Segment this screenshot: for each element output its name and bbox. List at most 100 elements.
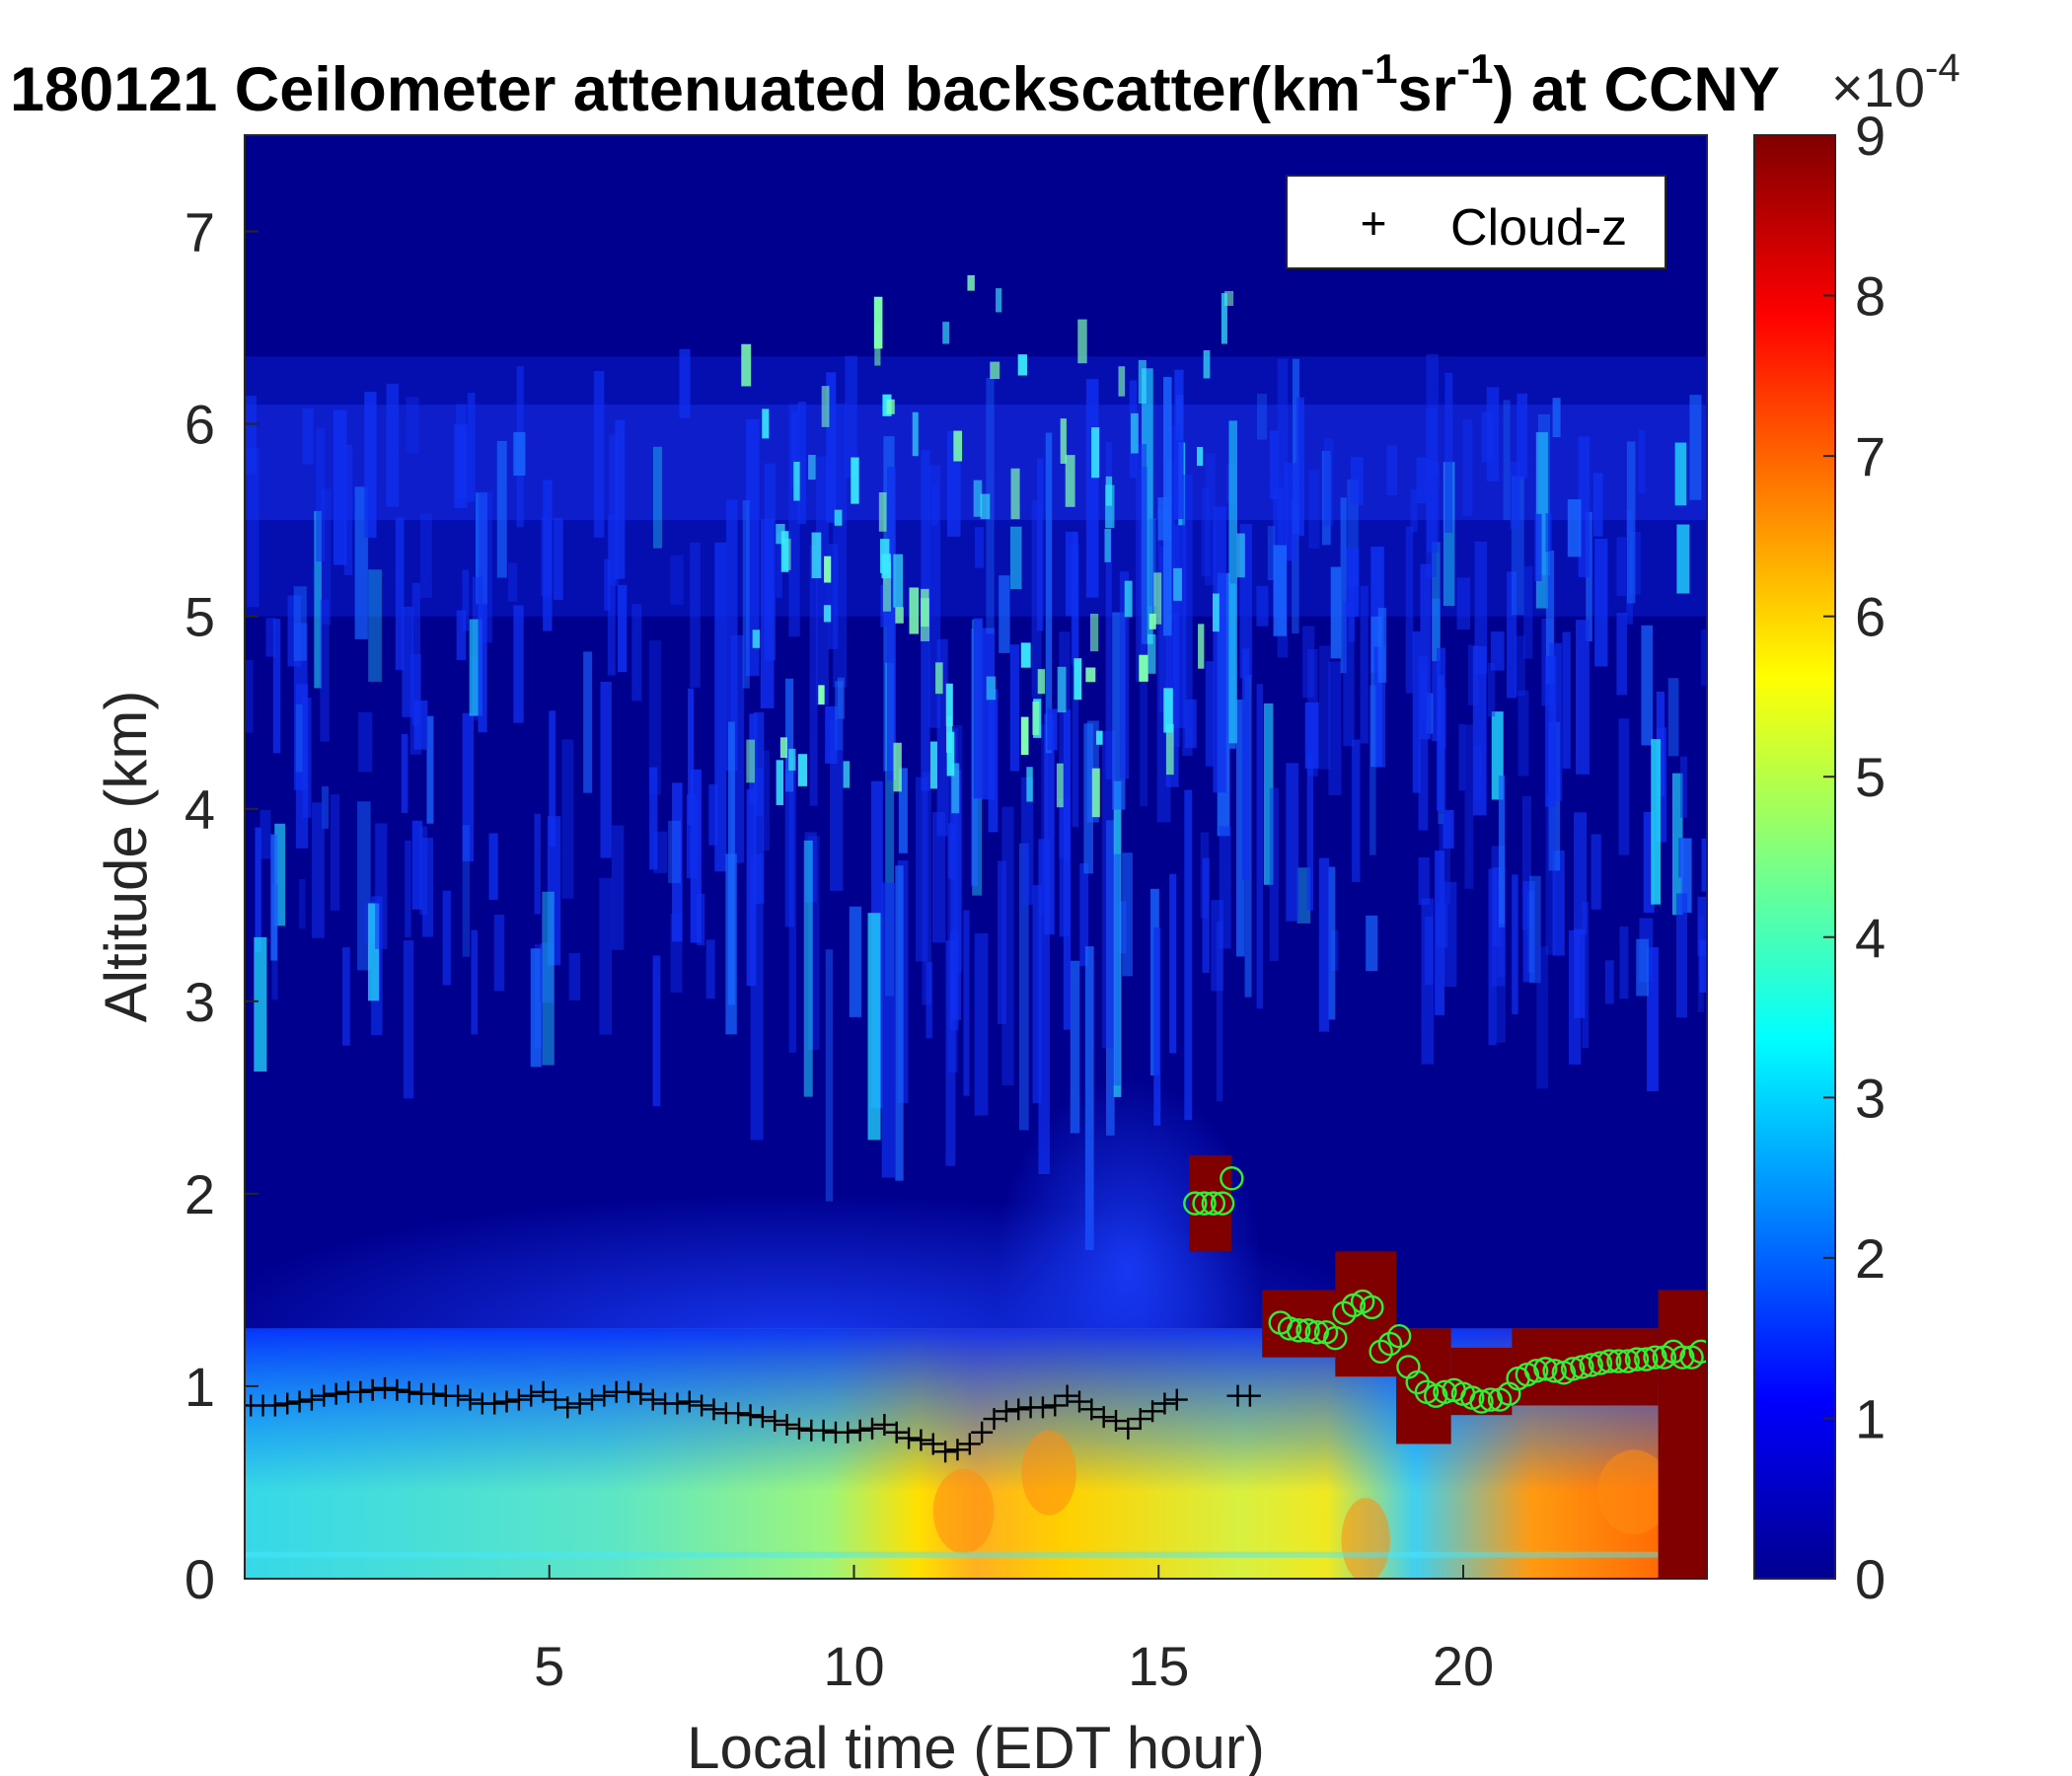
backscatter-streak <box>1140 467 1147 806</box>
backscatter-streak <box>826 372 837 523</box>
backscatter-streak <box>467 393 476 502</box>
backscatter-streak <box>1318 645 1331 770</box>
title-superscript-2: -1 <box>1456 45 1493 92</box>
cloud-base-circle-marker <box>1643 1345 1667 1369</box>
colorbar-tick-label: 1 <box>1855 1387 1886 1449</box>
cloud-z-marker <box>422 1382 445 1405</box>
backscatter-streak <box>604 558 611 611</box>
backscatter-streak <box>1308 469 1320 549</box>
backscatter-streak <box>1517 393 1528 479</box>
backscatter-streak <box>652 955 661 1107</box>
backscatter-streak <box>255 827 261 953</box>
backscatter-streak <box>1426 407 1438 577</box>
cloud-z-marker <box>1105 1410 1128 1433</box>
colorbar-tick-label: 3 <box>1855 1067 1886 1129</box>
backscatter-streak <box>1552 850 1565 956</box>
cloud-base-circle-marker <box>1670 1345 1695 1369</box>
backscatter-streak <box>1420 563 1432 740</box>
backscatter-streak <box>725 853 737 1035</box>
cloud-z-marker <box>812 1419 835 1442</box>
y-tick-label: 1 <box>185 1356 215 1418</box>
backscatter-streak <box>1083 723 1093 874</box>
cloud-z-marker <box>727 1402 750 1425</box>
backscatter-streak <box>1343 601 1355 747</box>
chart-title: 180121 Ceilometer attenuated backscatter… <box>10 45 1780 124</box>
backscatter-streak <box>1235 699 1245 957</box>
cloud-z-marker <box>885 1421 908 1443</box>
backscatter-streak <box>1205 661 1215 767</box>
cloud-base-circle-marker <box>1386 1324 1412 1349</box>
backscatter-streak <box>513 605 524 723</box>
backscatter-speckle <box>1060 418 1067 464</box>
backscatter-streak <box>947 728 958 1073</box>
x-tick-label: 5 <box>534 1635 564 1697</box>
cloud-z-marker <box>263 1394 286 1417</box>
cloud-z-marker <box>544 1388 566 1411</box>
backscatter-streak <box>456 610 467 660</box>
backscatter-speckle <box>1020 716 1029 756</box>
backscatter-speckle <box>945 683 953 727</box>
cloud-z-marker <box>1153 1392 1176 1415</box>
backscatter-streak <box>705 939 715 999</box>
surface-hotspot <box>1341 1498 1390 1579</box>
backscatter-streak <box>1163 377 1172 636</box>
backscatter-streak <box>386 383 400 507</box>
backscatter-streak <box>1318 857 1330 1032</box>
y-axis: 0 1 2 3 4 5 6 7 <box>185 201 259 1610</box>
backscatter-streak <box>1616 537 1627 596</box>
backscatter-streak <box>1405 526 1414 694</box>
backscatter-streak <box>670 555 684 606</box>
colorbar-tick-label: 6 <box>1855 586 1886 648</box>
backscatter-streak <box>1523 565 1533 659</box>
cloud-z-marker <box>398 1380 420 1403</box>
cloud-base-circle-marker <box>1478 1387 1503 1412</box>
backscatter-streak <box>343 444 353 575</box>
backscatter-streak <box>1458 723 1465 791</box>
backscatter-streak <box>1680 838 1692 913</box>
y-tick-label: 0 <box>185 1548 215 1610</box>
cloud-z-marker <box>325 1382 347 1405</box>
backscatter-streak <box>1350 457 1364 505</box>
colorbar-ticks: 0 1 2 3 4 5 6 7 8 9 <box>1823 105 1886 1610</box>
backscatter-streak <box>287 595 301 667</box>
backscatter-streak <box>1562 631 1571 769</box>
cloud-base-circle-marker <box>1570 1355 1594 1379</box>
surface-hotspot <box>932 1468 995 1554</box>
cloud-base-circle-marker <box>1377 1331 1403 1357</box>
cloud-z-marker <box>580 1388 603 1411</box>
backscatter-streak <box>419 513 432 598</box>
x-tick-label: 15 <box>1128 1635 1189 1697</box>
cloud-base-circle-marker <box>1369 1339 1393 1365</box>
backscatter-streak <box>330 794 340 911</box>
cloud-z-marker <box>787 1417 810 1440</box>
backscatter-streak <box>1202 857 1210 974</box>
backscatter-streak <box>1412 630 1421 793</box>
backscatter-streak <box>1174 369 1184 520</box>
backscatter-streak <box>1436 903 1448 948</box>
backscatter-streak <box>973 618 984 799</box>
backscatter-streak <box>1674 442 1687 506</box>
backscatter-speckle <box>834 509 843 526</box>
backscatter-streak <box>1506 571 1517 699</box>
backscatter-speckle <box>1147 633 1156 674</box>
backscatter-streak <box>1360 585 1369 744</box>
backscatter-streak <box>1510 462 1520 530</box>
colorbar-tick-label: 9 <box>1855 105 1886 167</box>
colorbar-exponent: ×10-4 <box>1831 46 1961 118</box>
backscatter-streak <box>1443 462 1455 607</box>
backscatter-streak <box>1618 718 1630 855</box>
backscatter-streak <box>925 962 932 1039</box>
backscatter-streak <box>1462 419 1473 517</box>
backscatter-streak <box>254 936 267 1072</box>
backscatter-streak <box>803 840 813 1097</box>
backscatter-streak <box>1105 820 1115 1136</box>
backscatter-streak <box>1592 473 1603 537</box>
cloud-z-marker <box>934 1441 957 1463</box>
backscatter-streak <box>1001 806 1014 1086</box>
backscatter-streak <box>1216 922 1223 1102</box>
backscatter-streak <box>845 355 857 479</box>
backscatter-speckle <box>953 430 963 462</box>
backscatter-speckle <box>741 343 752 387</box>
title-mid: sr <box>1398 55 1457 124</box>
backscatter-streak <box>1373 646 1386 768</box>
